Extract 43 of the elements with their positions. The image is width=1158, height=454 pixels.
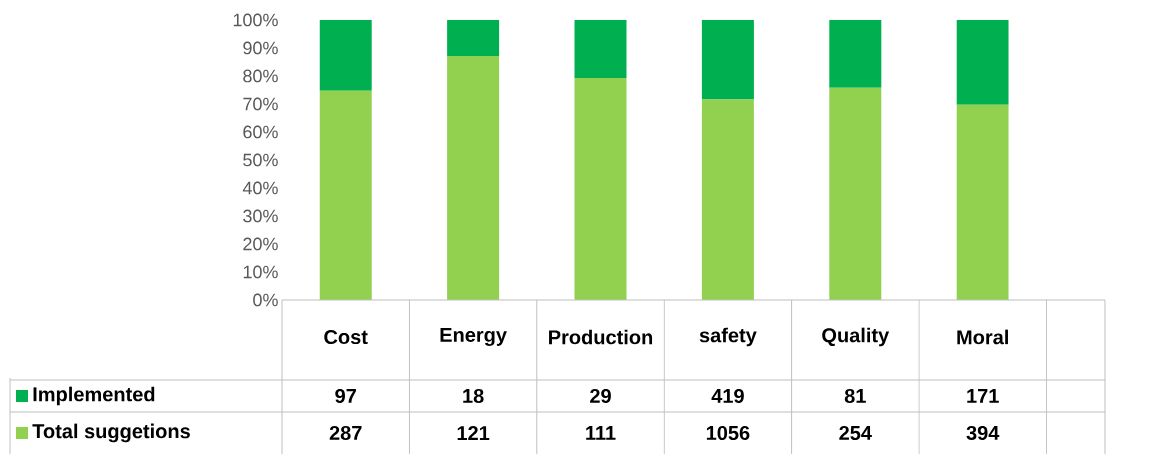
x-tick-label: Cost [324,329,368,345]
y-tick-label: 50% [243,153,278,167]
bar [701,99,754,300]
text: 419 [711,388,744,404]
text: 29 [590,388,611,404]
bar [319,90,372,300]
bar [956,19,1009,105]
y-tick-label: 0% [253,293,278,307]
x-tick-label: Moral [957,329,1008,345]
y-tick-label: 80% [243,69,278,83]
y-tick-label: 60% [243,125,278,139]
text: 171 [967,389,999,403]
y-tick-label: 20% [243,237,278,251]
bar [956,104,1009,300]
bar [574,77,627,300]
legend-label: Total suggetions [32,423,190,443]
text: 18 [463,388,484,404]
text: 254 [839,425,872,441]
text: 97 [335,388,356,404]
y-tick-label: 30% [243,209,278,223]
y-tick-label: 40% [242,181,278,195]
bar [447,56,500,300]
bar [701,19,754,100]
y-tick-label: 90% [243,41,278,55]
text: 394 [966,425,1000,441]
text: 1056 [706,425,750,441]
bar [574,19,627,78]
bar [829,87,882,300]
y-tick-label: 10% [243,265,278,279]
x-tick-label: safety [699,327,757,347]
text: 111 [586,426,616,440]
text: 287 [329,425,362,441]
x-tick-label: Quality [822,327,890,347]
text: 81 [844,388,866,404]
bar [447,19,500,57]
y-tick-label: 100% [233,13,278,27]
x-tick-label: Production [549,329,653,345]
legend-label: Implemented [33,386,155,406]
bar [829,19,882,88]
bar [319,19,372,91]
x-tick-label: Energy [440,327,507,346]
y-tick-label: 70% [243,97,278,111]
text: 121 [457,426,490,440]
